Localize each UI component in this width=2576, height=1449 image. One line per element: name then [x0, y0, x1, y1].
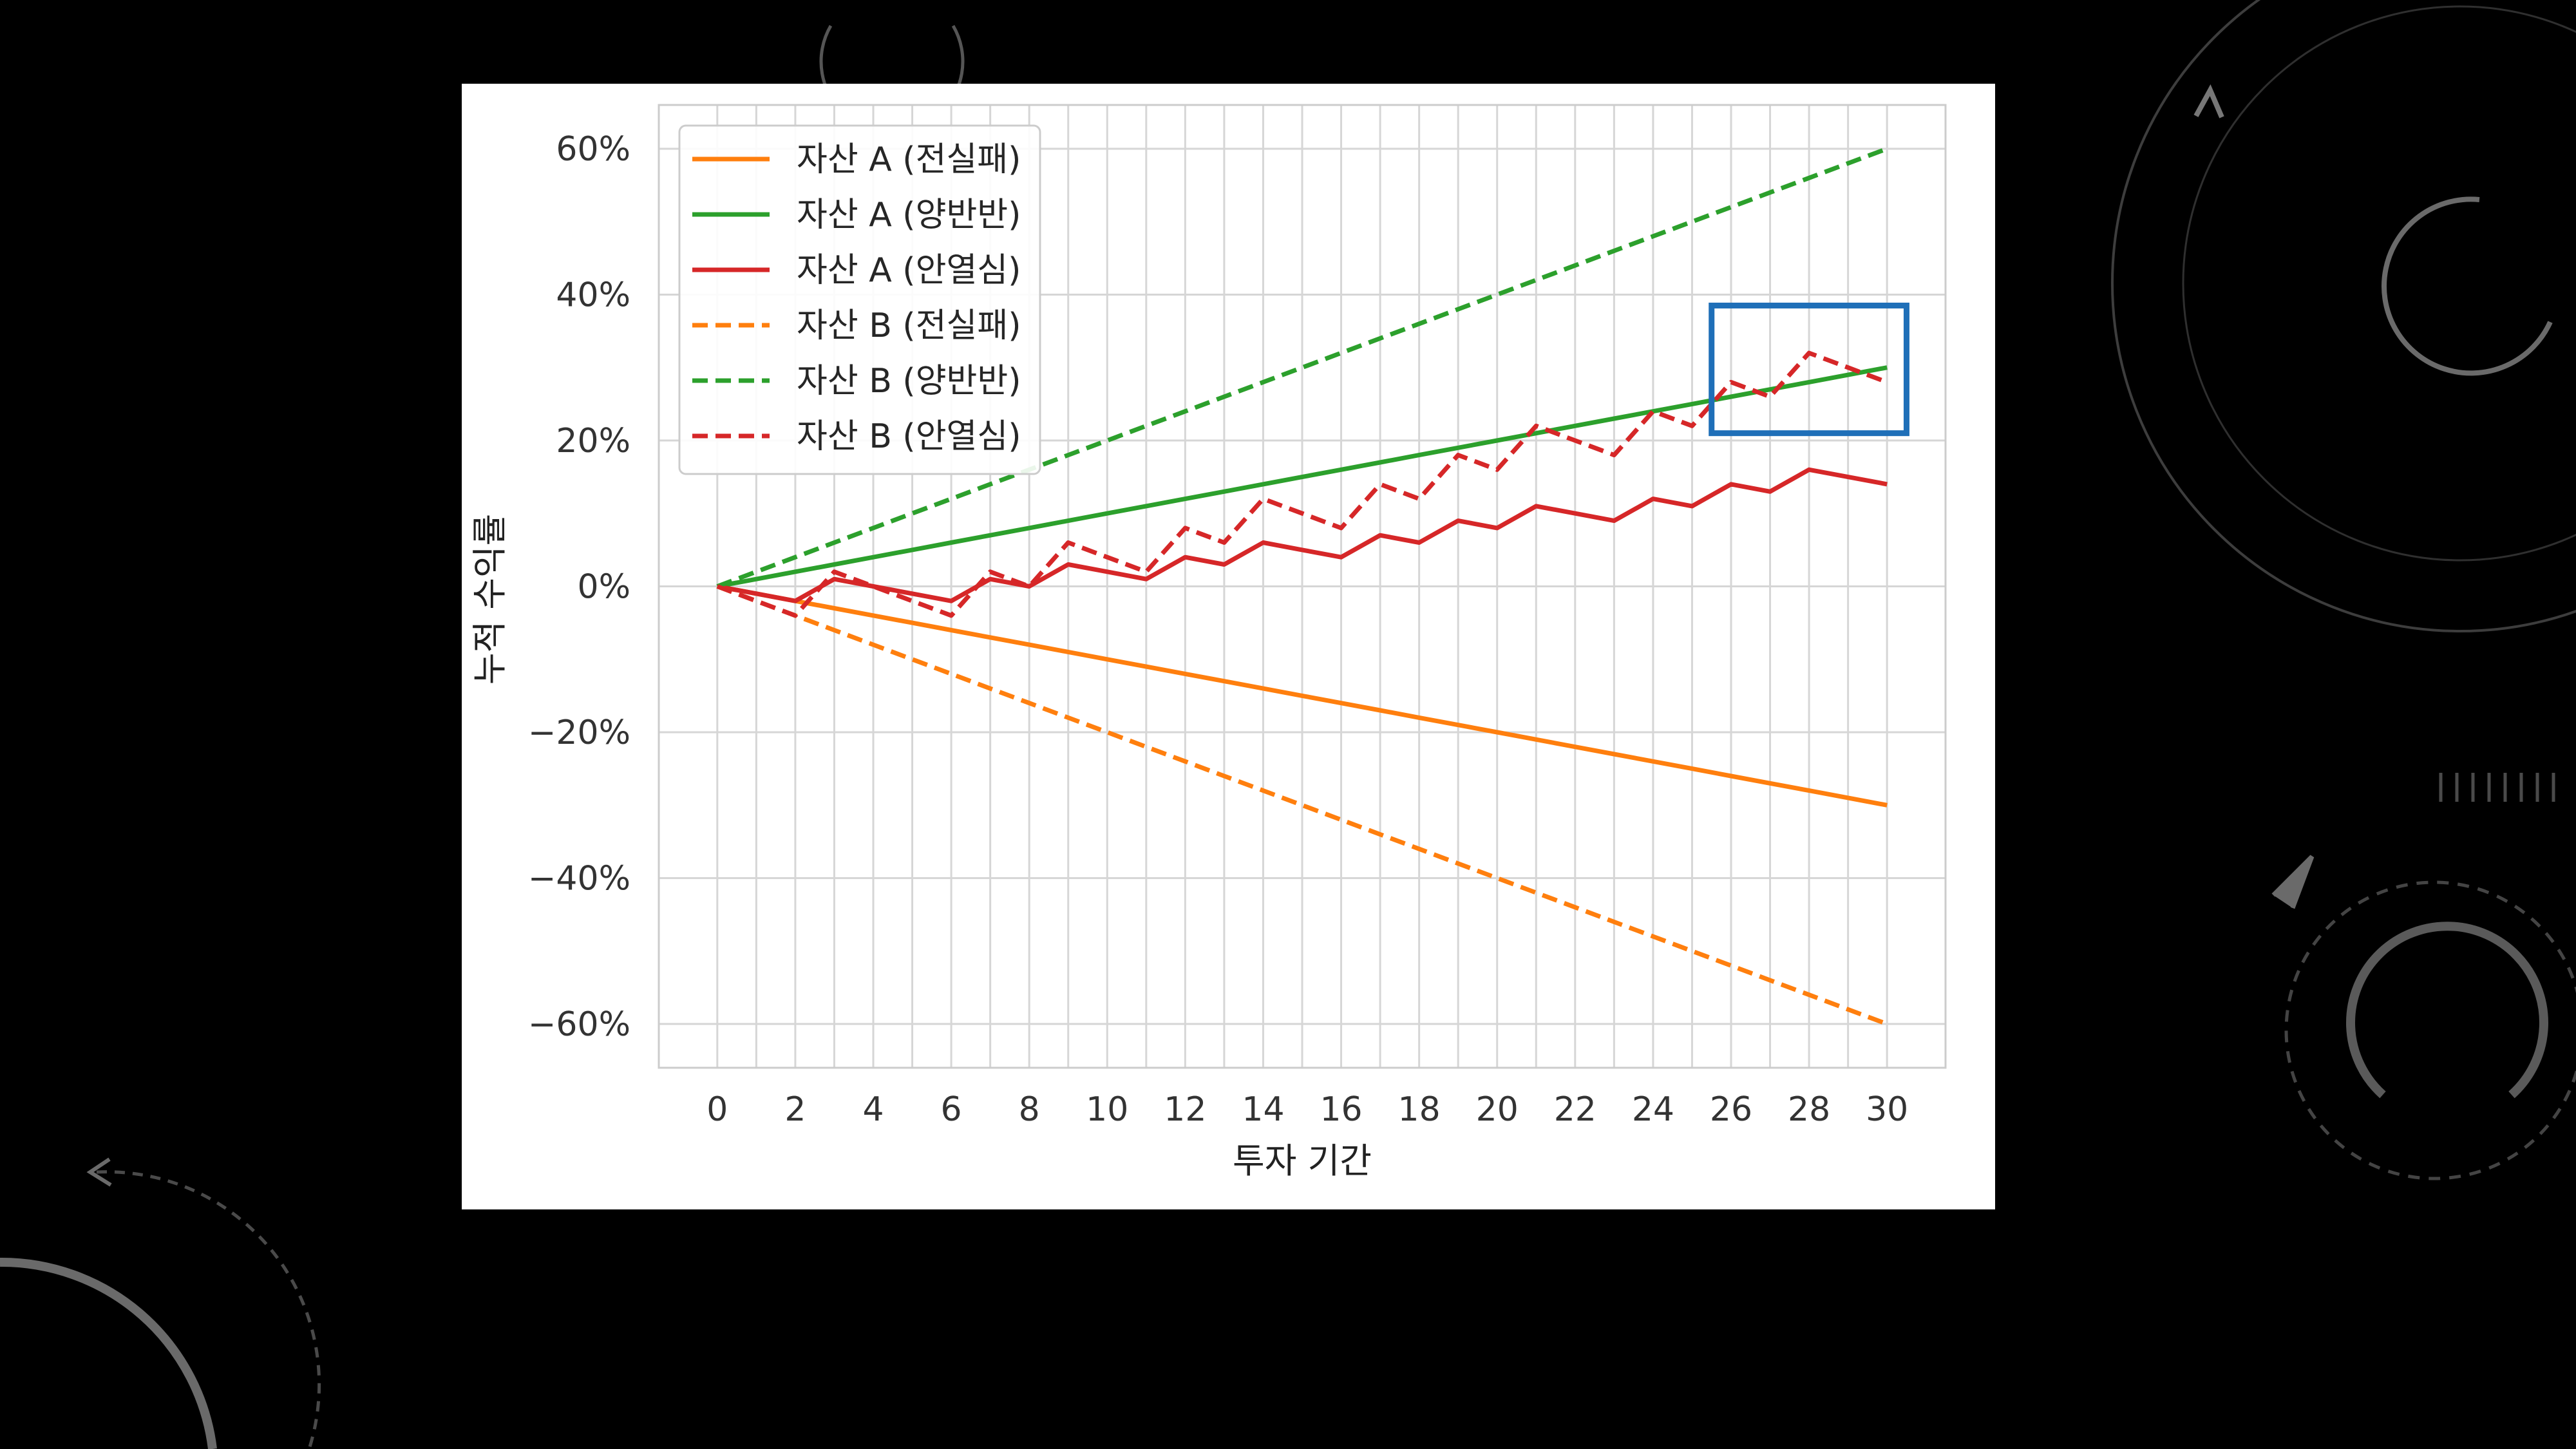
legend-label: 자산 B (전실패): [797, 307, 1021, 345]
bottom-left-arrow-icon: [86, 1157, 112, 1187]
series-line: [717, 365, 1888, 589]
series-line: [717, 584, 1888, 808]
plot-frame: [658, 104, 1947, 1069]
y-tick-label: 20%: [556, 422, 630, 460]
x-tick-label: 26: [1710, 1090, 1752, 1129]
x-tick-label: 0: [706, 1090, 728, 1129]
y-tick-label: −20%: [528, 714, 630, 752]
right-dial-inner-arc: [2382, 196, 2553, 376]
x-tick-label: 30: [1866, 1090, 1908, 1129]
x-tick-label: 2: [784, 1090, 806, 1129]
legend: 자산 A (전실패) 자산 A (양반반) 자산 A (안열심) 자산 B (전실패)…: [678, 124, 1041, 475]
grid-lines: [659, 105, 1946, 1068]
right-dial-mid-decoration: [2182, 5, 2576, 562]
x-tick-label: 8: [1019, 1090, 1040, 1129]
x-tick-label: 20: [1476, 1090, 1519, 1129]
lower-right-arrow-icon: [2271, 855, 2315, 909]
y-tick-label: −40%: [528, 860, 630, 898]
y-tick-label: 60%: [556, 130, 630, 169]
axis-tick-labels: −60%−40%−20%0%20%40%60%0 2 4 6 8 10 12 14 16 18 20…: [528, 130, 1908, 1129]
bottom-left-dashed-arc: [96, 1170, 321, 1449]
legend-label: 자산 A (전실패): [797, 140, 1021, 179]
x-tick-label: 18: [1398, 1090, 1441, 1129]
y-tick-label: 0%: [578, 568, 631, 607]
legend-label: 자산 A (양반반): [797, 196, 1021, 234]
bottom-left-ring-decoration: [0, 1257, 217, 1449]
x-tick-label: 14: [1242, 1090, 1284, 1129]
x-tick-label: 22: [1554, 1090, 1596, 1129]
series-line: [716, 350, 1888, 618]
highlight-box: [1709, 302, 1909, 437]
lower-right-inner-arc: [2346, 922, 2548, 1099]
right-dial-outer-decoration: [2111, 0, 2576, 632]
x-tick-label: 28: [1788, 1090, 1830, 1129]
x-tick-label: 24: [1632, 1090, 1674, 1129]
series-lines: [716, 146, 1888, 1027]
legend-label: 자산 A (안열심): [797, 251, 1021, 290]
x-tick-label: 12: [1164, 1090, 1206, 1129]
legend-label: 자산 B (안열심): [797, 417, 1021, 456]
lower-right-ring-decoration: [2284, 880, 2576, 1180]
y-axis-title: 누적 수익률: [469, 514, 510, 685]
right-tick-marks-decoration: [2439, 773, 2555, 802]
chart-card: −60% −40% −20% 0% 20% 40% 60% 0 2 4 6 8 10 12 14 16 18 20…: [462, 84, 1995, 1209]
x-tick-label: 16: [1320, 1090, 1362, 1129]
x-tick-label: 10: [1086, 1090, 1128, 1129]
legend-label: 자산 B (양반반): [797, 362, 1021, 401]
x-axis-title: 투자 기간: [1233, 1141, 1372, 1181]
x-tick-label: 6: [941, 1090, 962, 1129]
right-dial-arrow-icon: [2193, 84, 2224, 118]
y-tick-label: 40%: [556, 276, 630, 314]
series-line: [717, 467, 1888, 603]
line-chart: −60%−40%−20%0%20%40%60%0 2 4 6 8 10 12 14 16 18 20…: [469, 104, 1947, 1181]
y-tick-label: −60%: [528, 1005, 630, 1044]
x-tick-label: 4: [862, 1090, 884, 1129]
